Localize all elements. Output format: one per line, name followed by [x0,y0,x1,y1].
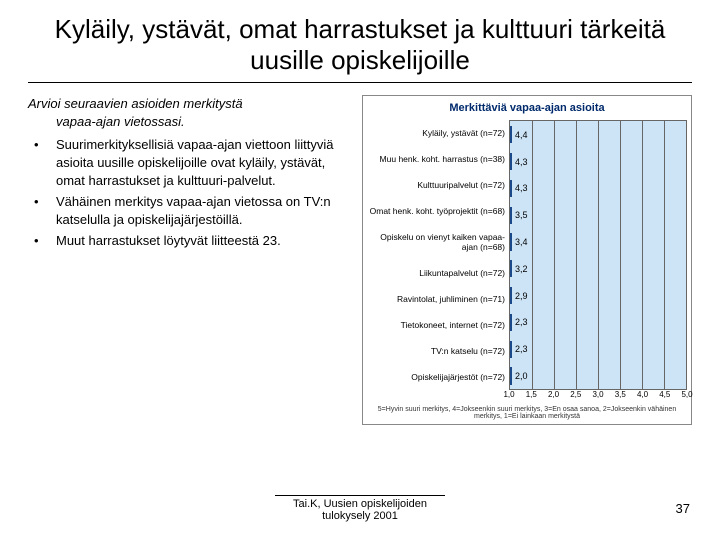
bar-value: 3,4 [515,237,528,247]
bar-value: 4,3 [515,157,528,167]
prompt-line-1: Arvioi seuraavien asioiden merkitystä [28,95,356,113]
category-label: Liikuntapalvelut (n=72) [367,268,505,278]
bullet-text: Suurimerkityksellisiä vapaa-ajan viettoo… [56,136,356,189]
bar [510,341,512,358]
x-tick: 3,0 [592,390,603,399]
bullet-icon: • [28,193,56,228]
left-text-column: Arvioi seuraavien asioiden merkitystä va… [28,95,356,425]
list-item: •Vähäinen merkitys vapaa-ajan vietossa o… [28,193,356,228]
footer-divider [275,495,445,496]
chart-legend: 5=Hyvin suuri merkitys, 4=Jokseenkin suu… [367,406,687,420]
bar [510,126,512,143]
bar-value: 2,0 [515,371,528,381]
category-label: Omat henk. koht. työprojektit (n=68) [367,206,505,216]
footer-text-2: tulokysely 2001 [0,510,720,522]
category-label: Kulttuuripalvelut (n=72) [367,180,505,190]
y-axis-labels: Kyläily, ystävät (n=72) Muu henk. koht. h… [367,120,509,390]
category-label: Muu henk. koht. harrastus (n=38) [367,154,505,164]
bar [510,367,512,384]
chart-container: Merkittäviä vapaa-ajan asioita Kyläily, … [362,95,692,425]
bar [510,207,512,224]
bullet-icon: • [28,136,56,189]
x-tick: 1,5 [526,390,537,399]
slide-title: Kyläily, ystävät, omat harrastukset ja k… [28,14,692,76]
bullet-list: •Suurimerkityksellisiä vapaa-ajan vietto… [28,136,356,249]
x-tick: 4,5 [659,390,670,399]
category-label: Opiskelu on vienyt kaiken vapaa-ajan (n=… [367,232,505,252]
x-axis-ticks: 1,01,52,02,53,03,54,04,55,0 [509,390,687,402]
category-label: Ravintolat, juhliminen (n=71) [367,294,505,304]
bullet-text: Muut harrastukset löytyvät liitteestä 23… [56,232,356,250]
bullet-text: Vähäinen merkitys vapaa-ajan vietossa on… [56,193,356,228]
bar [510,287,512,304]
bar-value: 2,3 [515,344,528,354]
bar-value: 3,5 [515,210,528,220]
bar [510,260,512,277]
prompt-line-2: vapaa-ajan vietossasi. [28,113,356,131]
bar [510,153,512,170]
category-label: Kyläily, ystävät (n=72) [367,128,505,138]
bullet-icon: • [28,232,56,250]
plot-area: 4,4 4,3 4,3 3,5 3,4 3,2 2,9 2,3 2,3 2,0 [509,120,687,390]
bar [510,180,512,197]
x-tick: 2,0 [548,390,559,399]
x-tick: 3,5 [615,390,626,399]
x-tick: 1,0 [503,390,514,399]
bar-value: 2,9 [515,291,528,301]
x-tick: 2,5 [570,390,581,399]
x-tick: 4,0 [637,390,648,399]
bar-value: 4,3 [515,183,528,193]
bar [510,314,512,331]
list-item: •Suurimerkityksellisiä vapaa-ajan vietto… [28,136,356,189]
bar-value: 3,2 [515,264,528,274]
category-label: Tietokoneet, internet (n=72) [367,320,505,330]
bar-value: 2,3 [515,317,528,327]
footer-text-1: Tai.K, Uusien opiskelijoiden [0,498,720,510]
list-item: •Muut harrastukset löytyvät liitteestä 2… [28,232,356,250]
page-number: 37 [676,501,690,516]
category-label: TV:n katselu (n=72) [367,346,505,356]
bar [510,233,512,250]
chart-title: Merkittäviä vapaa-ajan asioita [367,102,687,114]
x-tick: 5,0 [681,390,692,399]
footer: Tai.K, Uusien opiskelijoiden tulokysely … [0,495,720,522]
category-label: Opiskelijajärjestöt (n=72) [367,372,505,382]
bar-value: 4,4 [515,130,528,140]
title-divider [28,82,692,83]
